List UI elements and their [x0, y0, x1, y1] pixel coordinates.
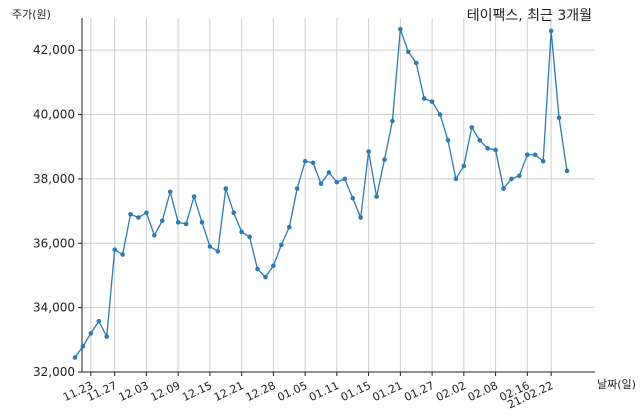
data-point [366, 149, 371, 154]
data-point [564, 168, 570, 174]
x-axis-title: 날짜(일) [597, 377, 636, 391]
data-point [453, 176, 459, 182]
price-series [72, 26, 570, 360]
data-point [532, 152, 538, 158]
data-point [120, 252, 125, 257]
data-point [437, 112, 443, 117]
data-point [207, 244, 213, 249]
data-point [509, 176, 514, 182]
y-tick-label: 32,000 [33, 365, 75, 379]
chart-title: 테이팩스, 최근 3개월 [467, 8, 592, 24]
x-tick-label: 12.15 [180, 379, 214, 404]
data-point [96, 318, 102, 324]
x-tick-label: 02.02 [434, 379, 468, 404]
data-point [144, 210, 149, 215]
data-point [136, 215, 141, 220]
y-tick-label: 42,000 [33, 43, 75, 57]
data-point [413, 60, 419, 66]
data-point [247, 234, 252, 240]
data-point [215, 249, 221, 254]
data-point [239, 229, 244, 235]
data-point [72, 355, 78, 360]
data-point [199, 220, 205, 225]
data-point [326, 170, 332, 175]
x-ticks: 11.2311.2712.0312.0912.1512.2112.2801.05… [61, 372, 555, 411]
data-point [263, 274, 268, 280]
data-point [525, 152, 530, 158]
x-tick-label: 02.08 [466, 379, 500, 404]
x-tick-label: 01.05 [275, 379, 309, 404]
data-point [255, 266, 260, 272]
x-tick-label: 01.21 [371, 379, 405, 404]
data-point [302, 158, 308, 164]
y-tick-label: 36,000 [33, 236, 75, 250]
y-tick-label: 34,000 [33, 301, 75, 315]
data-point [350, 195, 356, 201]
data-point [445, 137, 451, 143]
data-point [390, 118, 395, 124]
data-point [167, 189, 173, 195]
data-point [104, 334, 110, 339]
data-point [358, 215, 363, 220]
data-point [548, 28, 554, 34]
data-point [112, 247, 117, 253]
data-point [318, 181, 324, 187]
x-tick-label: 21.02.22 [506, 379, 556, 411]
data-point [556, 115, 562, 121]
grid [82, 18, 595, 373]
data-point [271, 263, 276, 269]
data-point [493, 147, 498, 153]
data-point [191, 194, 197, 199]
y-ticks: 32,000 34,000 36,000 38,000 40,000 42,000 [33, 43, 82, 379]
x-tick-label: 01.11 [307, 379, 341, 404]
y-tick-label: 40,000 [33, 108, 75, 122]
data-point [159, 218, 165, 224]
data-point [223, 186, 229, 191]
x-tick-label: 01.27 [402, 379, 436, 404]
data-point [485, 146, 490, 151]
x-tick-label: 12.21 [212, 379, 246, 404]
data-point [469, 125, 475, 130]
data-point [286, 224, 292, 230]
x-tick-label: 12.28 [244, 379, 278, 404]
data-point [382, 157, 387, 162]
data-point [128, 212, 133, 217]
data-point [405, 49, 411, 55]
data-point [342, 176, 348, 182]
data-point [310, 160, 316, 166]
data-point [477, 137, 483, 143]
data-point [374, 194, 379, 199]
data-point [334, 179, 340, 185]
series-line [74, 29, 568, 358]
data-point [152, 232, 157, 238]
data-point [540, 158, 546, 164]
x-tick-label: 12.09 [148, 379, 182, 404]
data-point [231, 210, 237, 215]
data-point [80, 343, 86, 349]
data-point [398, 26, 403, 32]
data-point [183, 221, 189, 227]
data-point [517, 173, 522, 178]
data-point [461, 163, 467, 169]
data-point [421, 96, 427, 101]
x-tick-label: 01.15 [339, 379, 373, 404]
data-point [279, 242, 284, 248]
data-point [294, 186, 300, 191]
axes [81, 18, 595, 373]
data-point [175, 220, 181, 225]
y-axis-title: 주가(원) [12, 8, 51, 21]
data-point [429, 99, 435, 104]
data-point [501, 186, 506, 191]
x-tick-label: 12.03 [117, 379, 151, 404]
data-point [88, 331, 94, 336]
y-tick-label: 38,000 [33, 172, 75, 186]
